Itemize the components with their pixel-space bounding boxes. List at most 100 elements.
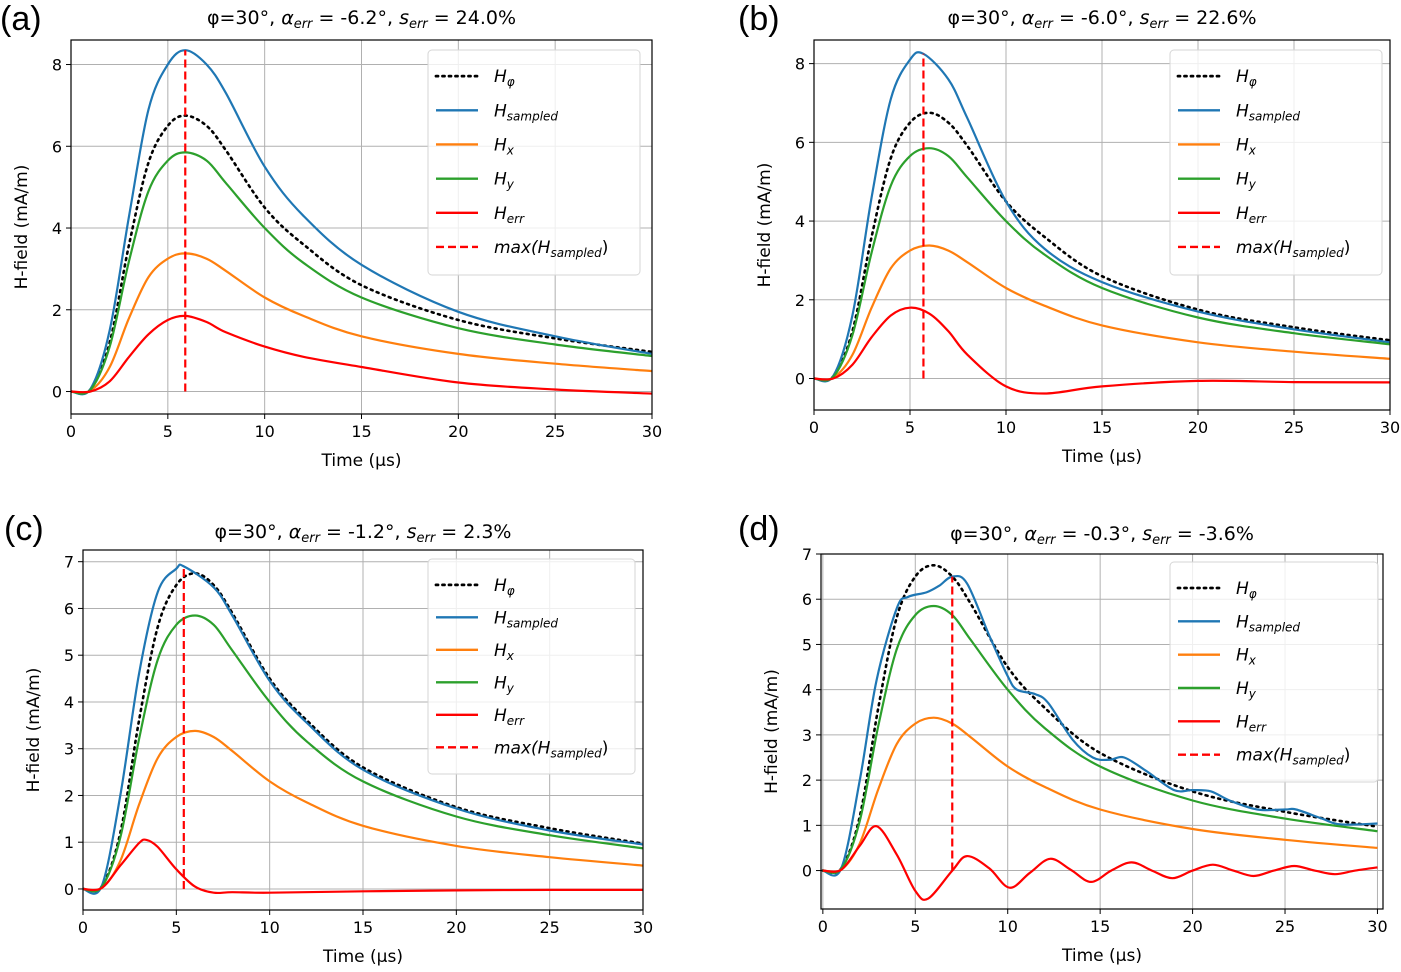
title-s-value: = 2.3% [435,521,511,543]
legend-label-main: max(H [494,738,551,758]
x-tick-label: 10 [254,422,274,441]
panel-label: (d) [738,510,780,548]
x-tick-label: 15 [351,422,371,441]
title-s: s [1140,7,1150,29]
series-line-h-y [83,614,643,893]
legend-label-main: H [1236,101,1249,121]
x-tick-label: 25 [539,918,559,937]
legend-label: max(Hsampled) [494,238,608,260]
y-tick-label: 4 [802,681,812,700]
title-s: s [1142,523,1152,545]
y-tick-label: 6 [64,599,74,618]
legend-label-main: H [494,170,507,190]
series-line-h-x [71,252,652,394]
x-tick-label: 15 [1092,418,1112,437]
legend-label-tail: ) [1344,238,1351,258]
y-tick-label: 6 [52,137,62,156]
legend-label-main: H [1236,170,1249,190]
x-tick-label: 5 [905,418,915,437]
plot-area [83,563,643,895]
legend-label-sub: sampled [1292,246,1344,260]
series-line-h-phi [83,572,643,893]
title-s-sub: err [409,17,429,32]
legend-label-main: H [494,101,507,121]
axes-frame [820,553,1384,910]
legend-label-tail: ) [602,738,609,758]
legend-label: Herr [1236,204,1267,226]
legend-label-sub: y [1248,178,1257,192]
axes-frame [813,39,1391,411]
x-tick-label: 0 [66,422,76,441]
series-line-h-err [71,314,652,395]
legend-label-main: H [1236,712,1249,732]
chart-title: φ=30°, αerr = -6.2°, serr = 24.0% [207,7,516,32]
legend-label-main: max(H [1236,746,1293,766]
title-s-sub: err [1149,17,1169,32]
legend-label-sub: err [1249,720,1267,734]
legend-label-main: max(H [1236,238,1293,258]
title-s-value: = 24.0% [428,7,516,29]
x-tick-label: 0 [818,917,828,936]
legend-label-sub: x [1248,654,1257,668]
series-line-h-y [814,147,1390,382]
y-tick-label: 8 [52,56,62,75]
y-tick-label: 4 [795,212,805,231]
legend-label-sub: y [506,681,515,695]
y-tick-label: 3 [802,726,812,745]
legend-label-main: H [494,706,507,726]
title-s-sub: err [1152,533,1172,548]
legend-label-sub: sampled [1249,109,1301,123]
series-line-h-phi [814,111,1390,382]
legend-label: Herr [494,204,525,226]
x-axis-label: Time (µs) [1061,946,1142,966]
x-tick-label: 25 [1284,418,1304,437]
legend-label-main: H [1236,135,1249,155]
title-phi: φ=30°, [207,7,281,29]
title-phi: φ=30°, [947,7,1021,29]
legend-label: Hsampled [494,101,558,123]
legend-label-tail: ) [1344,746,1351,766]
x-tick-label: 30 [633,918,653,937]
x-tick-label: 15 [353,918,373,937]
y-tick-label: 7 [64,553,74,572]
y-tick-label: 2 [802,771,812,790]
legend-box [1169,561,1379,783]
legend-label-sub: y [506,178,515,192]
y-tick-label: 5 [802,635,812,654]
legend-label: max(Hsampled) [494,738,608,760]
chart-title: φ=30°, αerr = -1.2°, serr = 2.3% [215,521,512,546]
title-alpha-value: = -6.0°, [1053,7,1140,29]
panel-d: (d) φ=30°, αerr = -0.3°, serr = -3.6%0 5 10… [738,510,1388,966]
y-tick-label: 4 [64,693,74,712]
legend-box [427,558,636,775]
legend-label-main: H [494,608,507,628]
y-tick-label: 6 [795,133,805,152]
x-tick-label: 20 [1182,917,1202,936]
legend-label-sub: φ [1249,75,1257,89]
title-s-sub: err [417,531,437,546]
x-tick-label: 25 [1275,917,1295,936]
legend-label-main: H [494,67,507,87]
legend-label: Hφ [494,67,515,89]
x-tick-label: 25 [545,422,565,441]
legend-label: Hy [494,673,515,695]
legend-label-sub: x [506,143,515,157]
y-tick-label: 7 [802,545,812,564]
chart-title: φ=30°, αerr = -6.0°, serr = 22.6% [947,7,1256,32]
x-axis-label: Time (µs) [322,947,403,967]
x-axis-label: Time (µs) [1061,447,1142,467]
y-axis-label: H-field (mA/m) [755,163,775,288]
series-line-h-sampled [814,51,1390,383]
title-alpha: α [1022,7,1035,29]
series-line-h-err [814,306,1390,395]
legend-label-main: H [494,673,507,693]
title-alpha-sub: err [301,531,321,546]
panel-b: (b) φ=30°, αerr = -6.0°, serr = 22.6%0 5 10… [738,0,1400,467]
legend-label-sub: sampled [550,746,602,760]
x-tick-label: 15 [1090,917,1110,936]
